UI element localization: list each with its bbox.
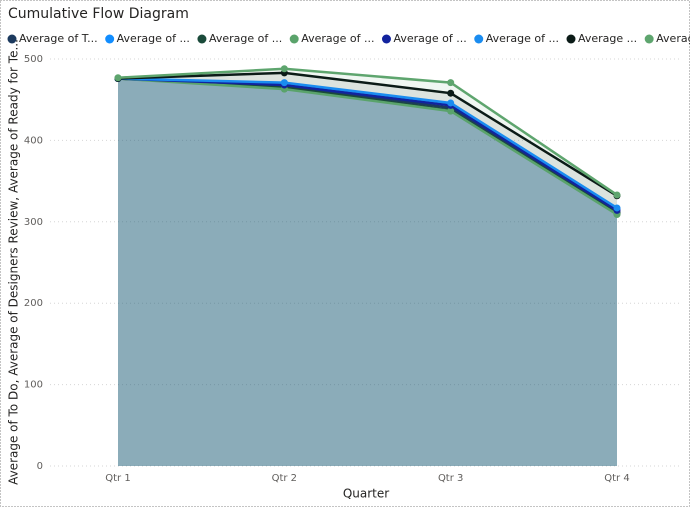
legend-label: Average of ... [393, 32, 466, 45]
legend-marker [474, 34, 484, 44]
line [117, 77, 618, 210]
legend-marker [7, 34, 17, 44]
legend-label: Average of ... [301, 32, 374, 45]
legend-label: Average ... [656, 32, 690, 45]
x-axis-title: Quarter [343, 487, 389, 501]
y-tick-label: 400 [24, 135, 43, 146]
point [280, 79, 288, 87]
point [613, 204, 621, 212]
line [117, 67, 618, 196]
legend-label: Average of ... [486, 32, 559, 45]
x-tick-label: Qtr 3 [438, 473, 463, 484]
legend-label: Average ... [578, 32, 637, 45]
area [118, 78, 617, 466]
y-tick-label: 300 [24, 217, 43, 228]
legend-label: Average of ... [117, 32, 190, 45]
area [118, 78, 617, 466]
y-tick-label: 0 [37, 461, 43, 472]
point [114, 74, 122, 82]
area [118, 78, 617, 466]
point [447, 79, 455, 87]
legend-marker [566, 34, 576, 44]
y-tick-label: 200 [24, 298, 43, 309]
area [118, 72, 617, 466]
line [117, 77, 618, 216]
area [118, 68, 617, 466]
area [118, 78, 617, 466]
x-tick-label: Qtr 4 [604, 473, 629, 484]
legend-marker [644, 34, 654, 44]
x-tick-label: Qtr 2 [272, 473, 297, 484]
point [447, 89, 455, 97]
point [280, 65, 288, 73]
point [447, 107, 455, 115]
area [118, 78, 617, 466]
legend-marker [105, 34, 115, 44]
y-axis-title: Average of To Do, Average of Designers R… [7, 39, 21, 485]
y-tick-label: 500 [24, 54, 43, 65]
line [117, 71, 618, 197]
legend-marker [197, 34, 207, 44]
legend-marker [381, 34, 391, 44]
chart-title: Cumulative Flow Diagram [8, 6, 189, 22]
point [447, 99, 455, 107]
point [613, 191, 621, 199]
legend-label: Average of T... [19, 32, 98, 45]
x-tick-label: Qtr 1 [105, 473, 130, 484]
area [118, 78, 617, 466]
legend-label: Average of ... [209, 32, 282, 45]
y-tick-label: 100 [24, 380, 43, 391]
legend-marker [289, 34, 299, 44]
